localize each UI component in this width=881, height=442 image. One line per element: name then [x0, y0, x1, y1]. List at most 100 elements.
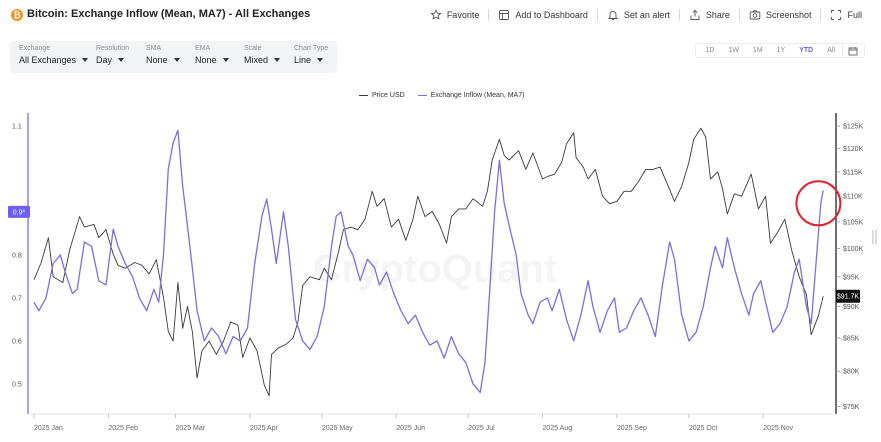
- bell-icon: [607, 11, 618, 20]
- header-actions: Favorite Add to Dashboard Set an alert S…: [421, 6, 871, 24]
- exchange-select-label: Exchange: [19, 45, 51, 52]
- right-tick-label: $85K: [843, 335, 860, 342]
- chart-type-select-label: Chart Type: [294, 45, 329, 52]
- x-axis: 2025 Jan 2025 Feb 2025 Mar 2025 Apr 2025 May…: [33, 414, 794, 432]
- chart-area[interactable]: CryptoQuant 2025 Jan 2025 Feb 2025 Mar 2025…: [0, 100, 881, 442]
- left-tick-label: 1.1: [12, 123, 22, 130]
- range-all-button[interactable]: All: [827, 47, 835, 54]
- caret-down-icon: [222, 58, 229, 62]
- x-tick-label: 2025 Mar: [176, 425, 206, 432]
- divider: [678, 9, 680, 21]
- range-ytd-button[interactable]: YTD: [799, 47, 814, 54]
- resolution-select-label: Resolution: [96, 45, 130, 52]
- left-axis: 1.10.90.80.70.60.5: [12, 123, 22, 388]
- calendar-icon: [848, 46, 857, 55]
- caret-down-icon: [274, 58, 281, 62]
- right-tick-label: $125K: [843, 124, 864, 131]
- right-tick-label: $90K: [843, 304, 860, 311]
- highlight-circle: [795, 180, 842, 227]
- legend-swatch-inflow: [417, 94, 427, 97]
- right-tick-label: $120K: [843, 146, 864, 153]
- resolution-select-value: Day: [96, 55, 113, 65]
- ema-select-label: EMA: [195, 45, 211, 52]
- legend-item-price[interactable]: Price USD: [359, 92, 405, 99]
- top-bar: ₿ Bitcoin: Exchange Inflow (Mean, MA7) -…: [0, 0, 881, 30]
- fullscreen-button[interactable]: Full: [821, 6, 871, 24]
- set-alert-label: Set an alert: [623, 10, 670, 20]
- x-tick-label: 2025 Oct: [689, 425, 717, 432]
- left-tick-label: 0.8: [12, 252, 22, 259]
- x-tick-label: 2025 Aug: [543, 425, 573, 432]
- price-usd-line: [33, 127, 824, 397]
- share-button[interactable]: Share: [680, 6, 739, 24]
- watermark: CryptoQuant: [313, 247, 557, 291]
- x-tick-label: 2025 Sep: [617, 425, 647, 432]
- screenshot-label: Screenshot: [765, 10, 812, 20]
- chart-type-select-value: Line: [294, 55, 312, 65]
- star-icon: [430, 9, 442, 20]
- right-tick-label: $115K: [843, 169, 863, 176]
- caret-down-icon: [317, 58, 324, 62]
- divider: [738, 9, 740, 21]
- favorite-button[interactable]: Favorite: [421, 6, 489, 24]
- x-tick-label: 2025 Jul: [468, 425, 495, 432]
- x-tick-label: 2025 Feb: [108, 425, 138, 432]
- right-tick-label: $100K: [843, 246, 864, 253]
- exchange-select[interactable]: Exchange All Exchanges: [10, 41, 89, 73]
- x-tick-label: 2025 Jan: [34, 425, 63, 432]
- divider: [820, 9, 822, 21]
- dashboard-icon: [499, 10, 510, 20]
- legend-label-inflow: Exchange Inflow (Mean, MA7): [430, 92, 525, 99]
- scale-select-value: Mixed: [244, 55, 269, 65]
- inflow-badge-label: 0.9*: [13, 209, 26, 216]
- exchange-inflow-line: [33, 129, 824, 394]
- favorite-label: Favorite: [446, 10, 480, 20]
- divider: [488, 9, 490, 21]
- exchange-select-value: All Exchanges: [19, 55, 77, 65]
- left-tick-label: 0.7: [12, 295, 22, 302]
- sma-select[interactable]: SMA None: [137, 41, 186, 73]
- scroll-handle[interactable]: [872, 230, 877, 244]
- right-tick-label: $80K: [843, 369, 860, 376]
- right-tick-label: $95K: [843, 274, 860, 281]
- fullscreen-label: Full: [847, 10, 862, 20]
- sma-select-label: SMA: [146, 45, 162, 52]
- resolution-select[interactable]: Resolution Day: [87, 41, 137, 73]
- share-label: Share: [705, 10, 730, 20]
- x-tick-label: 2025 Apr: [250, 425, 279, 432]
- page-title: Bitcoin: Exchange Inflow (Mean, MA7) - A…: [27, 8, 311, 20]
- add-to-dashboard-button[interactable]: Add to Dashboard: [489, 6, 597, 24]
- price-value-badge: $91.7K: [836, 289, 860, 303]
- time-range-selector: 1D 1W 1M 1Y YTD All: [695, 43, 865, 58]
- legend-label-price: Price USD: [372, 92, 405, 99]
- ema-select[interactable]: EMA None: [186, 41, 235, 73]
- right-tick-label: $105K: [843, 219, 864, 226]
- range-1d-button[interactable]: 1D: [705, 47, 715, 54]
- set-alert-button[interactable]: Set an alert: [598, 6, 679, 24]
- chart-legend: Price USD Exchange Inflow (Mean, MA7): [359, 92, 537, 99]
- legend-item-inflow[interactable]: Exchange Inflow (Mean, MA7): [417, 92, 525, 99]
- caret-down-icon: [82, 58, 89, 62]
- range-1w-button[interactable]: 1W: [728, 47, 739, 54]
- calendar-button[interactable]: [842, 44, 862, 57]
- add-to-dashboard-label: Add to Dashboard: [515, 10, 588, 20]
- sma-select-value: None: [146, 55, 168, 65]
- screenshot-button[interactable]: Screenshot: [740, 6, 821, 24]
- share-icon: [690, 9, 700, 20]
- caret-down-icon: [118, 58, 125, 62]
- right-tick-label: $110K: [843, 194, 863, 201]
- bitcoin-icon: ₿: [11, 9, 23, 21]
- divider: [596, 9, 598, 21]
- range-1m-button[interactable]: 1M: [752, 47, 763, 54]
- filter-bar: Exchange All Exchanges Resolution Day SM…: [10, 41, 337, 73]
- right-tick-label: $75K: [843, 404, 860, 411]
- chart-type-select[interactable]: Chart Type Line: [285, 41, 337, 73]
- x-tick-label: 2025 Nov: [763, 425, 793, 432]
- left-tick-label: 0.5: [12, 381, 22, 388]
- ema-select-value: None: [195, 55, 217, 65]
- fullscreen-icon: [831, 10, 842, 20]
- left-tick-label: 0.6: [12, 338, 22, 345]
- range-1y-button[interactable]: 1Y: [776, 47, 786, 54]
- scale-select[interactable]: Scale Mixed: [235, 41, 285, 73]
- camera-icon: [749, 10, 761, 20]
